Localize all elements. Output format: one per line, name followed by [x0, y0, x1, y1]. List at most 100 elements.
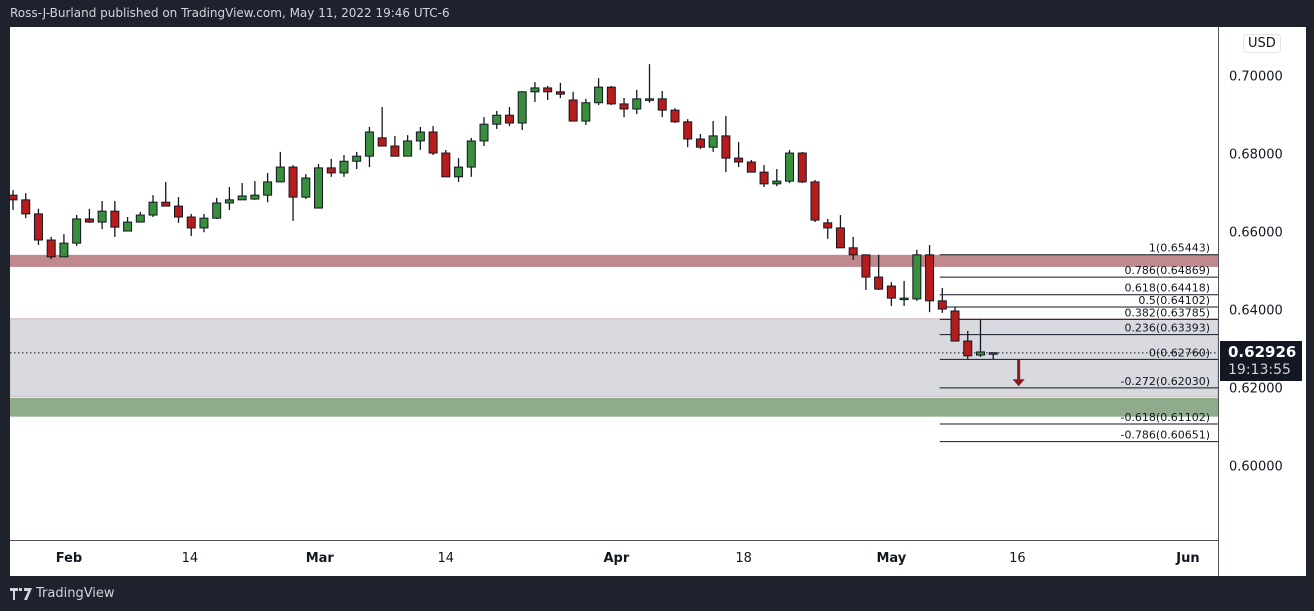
time-tick-label: May	[876, 551, 907, 566]
candle-down	[428, 126, 438, 155]
price-tick-label: 0.68000	[1229, 147, 1283, 163]
candle-down	[10, 190, 18, 210]
candle-body	[123, 221, 133, 232]
candle-up	[352, 151, 362, 170]
candle-down	[797, 151, 807, 184]
candle-body	[848, 247, 858, 256]
candle-down	[874, 254, 884, 290]
candle-down	[823, 218, 833, 239]
candle-up	[135, 211, 145, 223]
candle-down	[695, 133, 705, 150]
time-tick-label: Apr	[603, 551, 630, 566]
candle-up	[988, 352, 998, 359]
candle-down	[390, 135, 400, 157]
candle-down	[925, 245, 935, 313]
candle-up	[708, 121, 718, 152]
tradingview-logo[interactable]: TradingView	[10, 586, 115, 601]
candle-down	[759, 165, 769, 187]
candle-body	[632, 98, 642, 110]
candle-body	[46, 239, 56, 258]
candle-up	[594, 78, 604, 106]
candle-body	[263, 181, 273, 196]
candle-up	[275, 151, 285, 183]
candle-down	[657, 91, 667, 118]
candle-down	[504, 107, 514, 127]
candle-down	[21, 193, 31, 219]
candle-body	[390, 145, 400, 157]
candle-down	[950, 307, 960, 342]
candle-body	[708, 135, 718, 148]
chart-frame[interactable]: 1(0.65443) 0.786(0.64869) 0.618(0.64418) 0.…	[10, 27, 1306, 576]
candle-up	[912, 249, 922, 301]
candle-up	[530, 82, 540, 102]
candle-down	[963, 330, 973, 359]
support-zone	[10, 397, 1218, 417]
time-axis[interactable]: Feb 14 Mar 14 Apr 18 May 16 Jun	[10, 540, 1218, 577]
currency-badge[interactable]: USD	[1243, 34, 1281, 53]
candle-up	[364, 126, 374, 168]
candle-body	[988, 352, 998, 355]
candle-body	[772, 180, 782, 185]
candle-body	[619, 103, 629, 110]
candle-body	[886, 285, 896, 299]
candle-body	[963, 340, 973, 357]
candle-body	[135, 214, 145, 223]
candle-body	[84, 218, 94, 223]
candle-body	[250, 194, 260, 200]
candle-body	[670, 109, 680, 123]
candle-body	[683, 121, 693, 140]
candle-down	[568, 91, 578, 122]
candle-body	[950, 310, 960, 342]
fib-level-label: 0.236(0.63393)	[1124, 322, 1210, 335]
price-tick-label: 0.70000	[1229, 69, 1283, 85]
candle-body	[364, 131, 374, 157]
fib-level-label: 1(0.65443)	[1149, 242, 1210, 255]
candle-down	[46, 236, 56, 260]
candle-down	[377, 107, 387, 147]
candle-body	[517, 91, 527, 124]
candle-body	[161, 201, 171, 207]
price-tick-label: 0.60000	[1229, 459, 1283, 475]
time-tick-label: 16	[1009, 551, 1026, 566]
candle-body	[59, 242, 69, 258]
plot-area[interactable]: 1(0.65443)0.786(0.64869)0.618(0.64418)0.…	[10, 27, 1218, 540]
candle-body	[606, 86, 616, 105]
candle-body	[301, 177, 311, 198]
candle-up	[212, 197, 222, 219]
candle-down	[173, 197, 183, 223]
candle-down	[937, 287, 947, 313]
candle-body	[428, 131, 438, 154]
candle-up	[403, 135, 413, 157]
fib-level-label: -0.786(0.60651)	[1120, 429, 1210, 442]
candle-body	[555, 91, 565, 95]
candle-body	[504, 114, 514, 124]
price-axis[interactable]: 0.60000 0.62000 0.64000 0.66000 0.68000 0.700…	[1218, 27, 1307, 576]
candle-up	[492, 110, 502, 129]
candle-body	[797, 152, 807, 183]
candle-down	[721, 115, 731, 173]
candle-up	[581, 98, 591, 125]
candle-down	[110, 201, 120, 237]
time-tick-label: 18	[735, 551, 752, 566]
candle-up	[645, 64, 654, 103]
candle-up	[454, 158, 464, 182]
target-arrow-head-icon	[1012, 379, 1025, 387]
publish-info: Ross-J-Burland published on TradingView.…	[10, 6, 450, 20]
candle-body	[759, 171, 769, 185]
candle-down	[848, 236, 858, 260]
candle-body	[212, 202, 222, 219]
candle-down	[555, 82, 565, 99]
candle-up	[466, 137, 476, 177]
candle-body	[912, 254, 922, 300]
candle-body	[810, 181, 820, 221]
candle-body	[403, 140, 413, 157]
candle-body	[275, 166, 285, 183]
candle-body	[199, 217, 209, 229]
candle-body	[479, 123, 489, 142]
candle-body	[21, 199, 31, 215]
candle-up	[263, 172, 273, 203]
candle-body	[530, 87, 540, 93]
candle-down	[746, 160, 756, 173]
fib-level-label: 0.618(0.64418)	[1124, 282, 1210, 295]
candle-up	[199, 213, 209, 233]
